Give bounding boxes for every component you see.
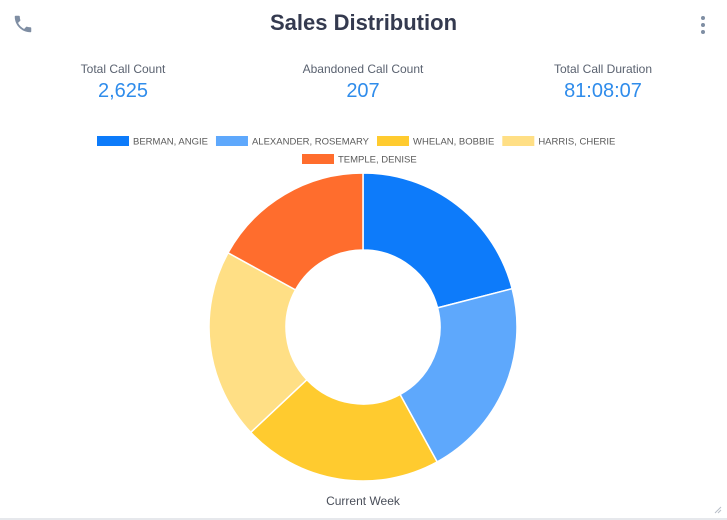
stat-abandoned-call-count: Abandoned Call Count 207 <box>253 62 473 103</box>
legend-label: BERMAN, ANGIE <box>133 137 208 148</box>
legend-item-whelan-bobbie[interactable]: WHELAN, BOBBIE <box>377 136 494 148</box>
stat-value: 207 <box>346 80 380 102</box>
legend-swatch <box>215 136 248 146</box>
legend-swatch <box>377 136 409 146</box>
stat-total-call-count: Total Call Count 2,625 <box>13 62 233 103</box>
slice-harris-cherie[interactable] <box>208 251 308 434</box>
slice-whelan-bobbie[interactable] <box>249 378 439 482</box>
chart-slices <box>208 172 518 482</box>
legend-label: TEMPLE, DENISE <box>338 155 417 166</box>
legend-label: WHELAN, BOBBIE <box>413 137 494 148</box>
category-label: Current Week <box>326 494 401 508</box>
stat-total-call-duration: Total Call Duration 81:08:07 <box>493 62 713 103</box>
legend-item-temple-denise[interactable]: TEMPLE, DENISE <box>302 154 417 166</box>
card-title: Sales Distribution <box>269 10 458 35</box>
legend-swatch <box>502 136 535 146</box>
more-vertical-icon[interactable] <box>697 14 709 36</box>
phone-icon[interactable] <box>12 13 34 35</box>
legend-label: HARRIS, CHERIE <box>538 137 615 148</box>
legend-item-alexander-rosemary[interactable]: ALEXANDER, ROSEMARY <box>215 136 370 148</box>
slice-alexander-rosemary[interactable] <box>399 287 518 463</box>
stat-label: Total Call Count <box>80 62 166 76</box>
legend-label: ALEXANDER, ROSEMARY <box>252 137 370 148</box>
legend-swatch <box>97 136 129 146</box>
legend-item-harris-cherie[interactable]: HARRIS, CHERIE <box>502 136 615 148</box>
slice-berman-angie[interactable] <box>362 172 514 309</box>
chart-legend: BERMAN, ANGIE ALEXANDER, ROSEMARY WHELAN, … <box>97 136 615 166</box>
stat-value: 81:08:07 <box>564 80 642 102</box>
stat-label: Total Call Duration <box>553 62 653 76</box>
legend-swatch <box>302 154 334 164</box>
slice-temple-denise[interactable] <box>227 172 364 291</box>
stat-label: Abandoned Call Count <box>302 62 424 76</box>
legend-item-berman-angie[interactable]: BERMAN, ANGIE <box>97 136 208 148</box>
resize-handle-icon[interactable] <box>714 506 722 514</box>
stat-value: 2,625 <box>97 80 149 102</box>
